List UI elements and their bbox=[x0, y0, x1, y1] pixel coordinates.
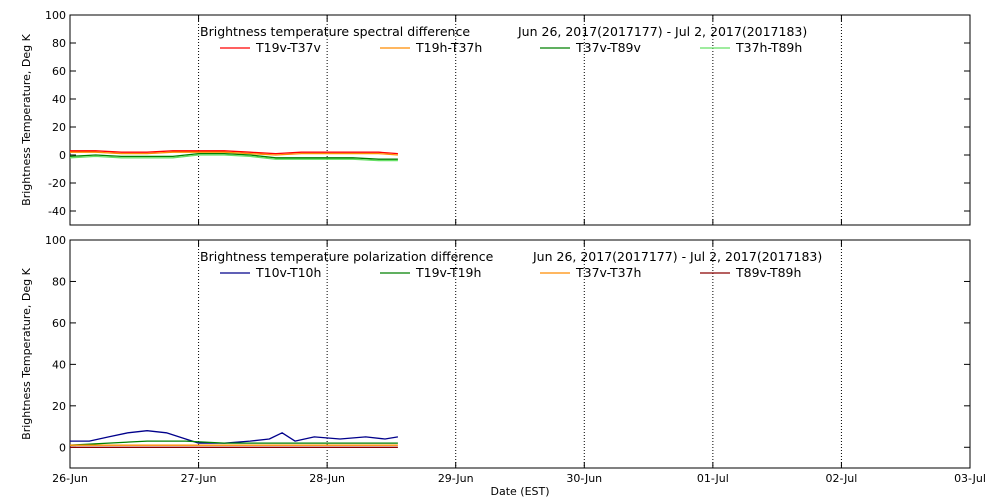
y-tick-label: 40 bbox=[52, 358, 66, 371]
x-tick-label: 26-Jun bbox=[52, 472, 88, 485]
y-tick-label: -20 bbox=[48, 177, 66, 190]
plot-frame bbox=[69, 14, 971, 226]
y-tick-label: 80 bbox=[52, 275, 66, 288]
series-line bbox=[70, 151, 398, 156]
chart-title: Brightness temperature polarization diff… bbox=[200, 249, 494, 264]
y-tick-label: 100 bbox=[45, 9, 66, 22]
x-axis-label: Date (EST) bbox=[490, 485, 549, 498]
legend-label: T37h-T89h bbox=[735, 40, 802, 55]
x-tick-label: 03-Jul bbox=[954, 472, 986, 485]
chart-date-range: Jun 26, 2017(2017177) - Jul 2, 2017(2017… bbox=[517, 24, 807, 39]
x-tick-label: 30-Jun bbox=[566, 472, 602, 485]
x-tick-label: 01-Jul bbox=[697, 472, 729, 485]
chart-date-range: Jun 26, 2017(2017177) - Jul 2, 2017(2017… bbox=[532, 249, 822, 264]
series-line bbox=[69, 154, 398, 162]
plot-frame bbox=[69, 239, 971, 469]
series-line bbox=[70, 430, 399, 444]
y-axis-label: Brightness Temperature, Deg K bbox=[20, 267, 33, 439]
y-tick-label: 40 bbox=[52, 93, 66, 106]
x-tick-label: 28-Jun bbox=[309, 472, 345, 485]
legend-label: T89v-T89h bbox=[735, 265, 801, 280]
legend-label: T19h-T37h bbox=[415, 40, 482, 55]
legend-label: T37v-T37h bbox=[575, 265, 641, 280]
series-line bbox=[70, 150, 398, 155]
legend-label: T19v-T37v bbox=[255, 40, 322, 55]
y-tick-label: 60 bbox=[52, 317, 66, 330]
y-tick-label: 0 bbox=[59, 441, 66, 454]
y-tick-label: 20 bbox=[52, 121, 66, 134]
y-tick-label: 0 bbox=[59, 149, 66, 162]
legend-label: T19v-T19h bbox=[415, 265, 481, 280]
chart-title: Brightness temperature spectral differen… bbox=[200, 24, 470, 39]
y-tick-label: -40 bbox=[48, 205, 66, 218]
y-tick-label: 100 bbox=[45, 234, 66, 247]
legend-label: T10v-T10h bbox=[255, 265, 321, 280]
series-line bbox=[69, 440, 398, 446]
y-tick-label: 60 bbox=[52, 65, 66, 78]
x-tick-label: 27-Jun bbox=[181, 472, 217, 485]
series-line bbox=[69, 152, 398, 160]
x-tick-label: 29-Jun bbox=[438, 472, 474, 485]
y-tick-label: 80 bbox=[52, 37, 66, 50]
y-axis-label: Brightness Temperature, Deg K bbox=[20, 33, 33, 205]
legend-label: T37v-T89v bbox=[575, 40, 642, 55]
x-tick-label: 02-Jul bbox=[825, 472, 857, 485]
y-tick-label: 20 bbox=[52, 400, 66, 413]
